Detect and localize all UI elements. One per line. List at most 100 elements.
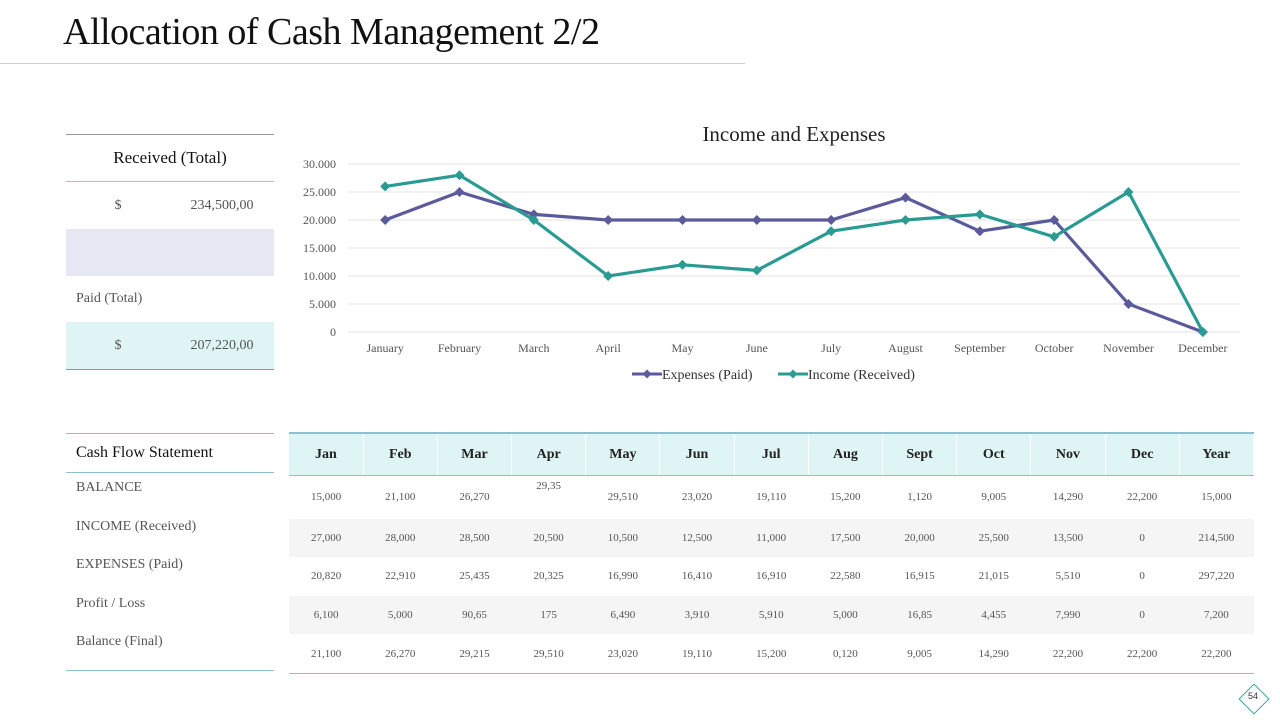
- table-cell: 20,500: [511, 518, 586, 558]
- table-cell: 22,200: [1105, 634, 1180, 674]
- x-tick-label: February: [438, 341, 481, 355]
- col-header-jan: Jan: [289, 432, 364, 476]
- table-cell: 16,910: [756, 570, 787, 583]
- received-total-heading: Received (Total): [66, 135, 274, 182]
- table-cell: 22,200: [1179, 634, 1254, 674]
- table-row-expenses: 20,820 22,910 25,435 20,325 16,990 16,410 16,9…: [289, 557, 1254, 596]
- col-header-nov: Nov: [1030, 432, 1106, 476]
- x-tick-label: August: [888, 341, 923, 355]
- chart-title: Income and Expenses: [702, 122, 885, 146]
- series-line-1: [384, 173, 1205, 333]
- table-cell: 29,510: [607, 491, 638, 504]
- table-cell: 21,100: [385, 491, 416, 504]
- paid-total-row: $ 207,220,00: [66, 322, 274, 370]
- table-cell: 20,000: [882, 518, 957, 558]
- data-point: [454, 170, 465, 181]
- summary-spacer: [66, 229, 274, 276]
- col-header-year: Year: [1179, 432, 1255, 476]
- table-cell: 14,290: [1052, 491, 1084, 504]
- table-cell: 6,100: [289, 595, 364, 635]
- data-point: [677, 259, 688, 270]
- col-header-may: May: [585, 432, 661, 476]
- table-cell: 214,500: [1179, 518, 1254, 558]
- table-cell: 25,435: [459, 570, 490, 583]
- table-cell: 0: [1105, 518, 1180, 558]
- col-header-feb: Feb: [363, 432, 438, 476]
- col-header-dec: Dec: [1105, 432, 1180, 476]
- data-point: [1123, 299, 1134, 309]
- table-cell: 13,500: [1030, 518, 1106, 558]
- table-cell: 21,015: [978, 570, 1009, 583]
- table-cell: 9,005: [981, 491, 1007, 504]
- data-point: [1049, 215, 1060, 225]
- x-tick-label: November: [1103, 341, 1154, 355]
- table-cell: 12,500: [659, 518, 735, 558]
- table-cell: 19,110: [659, 634, 735, 674]
- row-label-balance-final: Balance (Final): [76, 634, 163, 650]
- table-cell: 7,990: [1030, 595, 1106, 635]
- table-cell: 5,910: [734, 595, 809, 635]
- cash-flow-heading: Cash Flow Statement: [66, 433, 274, 473]
- table-cell: 29,215: [437, 634, 512, 674]
- table-cell: 15,200: [830, 491, 861, 504]
- table-cell: 297,220: [1198, 570, 1235, 583]
- table-row-profit-loss: 6,100 5,000 90,65 175 6,490 3,910 5,910 5,000 16…: [289, 595, 1254, 635]
- data-point: [380, 181, 391, 192]
- table-cell: 90,65: [437, 595, 512, 635]
- page-number: 54: [1247, 691, 1258, 701]
- table-row-balance-final: 21,100 26,270 29,215 29,510 23,020 19,110 15,2…: [289, 634, 1254, 674]
- paid-amount: 207,220,00: [190, 338, 254, 353]
- table-cell: 15,000: [1201, 491, 1232, 504]
- col-header-jul: Jul: [734, 432, 809, 476]
- col-header-sept: Sept: [882, 432, 958, 476]
- data-point: [974, 209, 985, 220]
- table-cell: 23,020: [585, 634, 660, 674]
- data-point: [826, 226, 837, 237]
- y-tick-label: 15.000: [303, 241, 336, 255]
- col-header-apr: Apr: [511, 432, 587, 476]
- received-amount: 234,500,00: [190, 198, 254, 213]
- legend-label-1: Income (Received): [808, 368, 915, 383]
- x-tick-label: October: [1035, 341, 1074, 355]
- row-label-expenses: EXPENSES (Paid): [76, 557, 183, 573]
- legend-marker-0: [642, 369, 652, 379]
- title-divider: [0, 63, 745, 64]
- x-tick-label: July: [821, 341, 841, 355]
- table-cell: 7,200: [1179, 595, 1254, 635]
- x-tick-label: June: [746, 341, 768, 355]
- received-currency: $: [114, 198, 122, 213]
- data-point: [1123, 187, 1134, 197]
- table-body: 15,000 21,100 26,270 29,35 29,510 23,020 19,11…: [289, 476, 1254, 674]
- data-point: [751, 265, 762, 276]
- table-cell: 27,000: [289, 518, 364, 558]
- totals-summary: Received (Total) $ 234,500,00 Paid (Tota…: [66, 134, 274, 370]
- table-cell: 29,510: [511, 634, 586, 674]
- summary-top-rule: [66, 134, 274, 135]
- x-tick-label: December: [1178, 341, 1227, 355]
- col-header-mar: Mar: [437, 432, 513, 476]
- table-cell: 15,200: [734, 634, 809, 674]
- table-cell: 5,000: [808, 595, 883, 635]
- cash-flow-bottom-rule: [66, 669, 274, 672]
- data-point: [380, 215, 391, 225]
- legend-marker-1: [788, 369, 798, 379]
- data-point: [603, 215, 614, 225]
- table-cell: 22,200: [1030, 634, 1106, 674]
- table-row-balance: 15,000 21,100 26,270 29,35 29,510 23,020 19,11…: [289, 476, 1254, 519]
- data-point: [677, 215, 688, 225]
- row-label-profit-loss: Profit / Loss: [76, 595, 146, 611]
- table-cell: 22,910: [385, 570, 416, 583]
- table-cell: 11,000: [734, 518, 809, 558]
- col-header-oct: Oct: [956, 432, 1032, 476]
- x-tick-label: March: [518, 341, 549, 355]
- table-cell: 25,500: [956, 518, 1031, 558]
- paid-currency: $: [114, 338, 122, 353]
- received-total-row: $ 234,500,00: [66, 182, 274, 229]
- table-cell: 19,110: [756, 491, 787, 504]
- x-tick-label: September: [954, 341, 1005, 355]
- page-number-badge: 54: [1238, 683, 1270, 715]
- table-cell: 16,85: [882, 595, 957, 635]
- table-cell: 23,020: [681, 491, 713, 504]
- data-point: [1197, 327, 1208, 337]
- data-point: [1049, 231, 1060, 242]
